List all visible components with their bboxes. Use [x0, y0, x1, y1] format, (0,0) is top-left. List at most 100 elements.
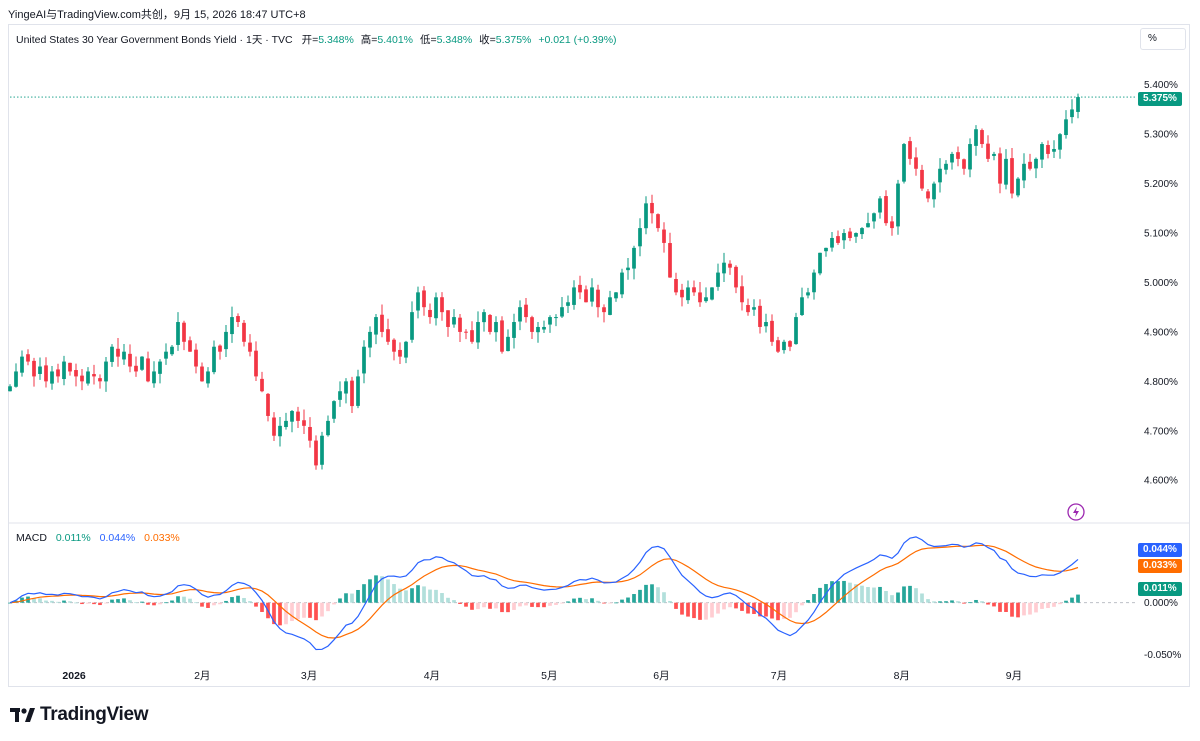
macd-histogram-bar — [1004, 602, 1008, 612]
candle-body — [602, 307, 606, 313]
macd-histogram-bar — [788, 602, 792, 618]
macd-histogram-bar — [86, 602, 90, 604]
price-axis-tick: 4.800% — [1144, 377, 1178, 388]
candle-body — [56, 369, 60, 377]
macd-histogram-bar — [440, 593, 444, 603]
candle-body — [74, 370, 78, 377]
macd-histogram-bar — [80, 602, 84, 605]
macd-histogram-bar — [644, 584, 648, 603]
time-axis-tick: 3月 — [301, 670, 317, 682]
macd-histogram-bar — [542, 602, 546, 608]
candle — [650, 194, 654, 224]
candle-body — [164, 351, 168, 359]
macd-histogram-bar — [404, 590, 408, 603]
macd-histogram-bar — [626, 597, 630, 603]
candle-body — [368, 331, 372, 348]
macd-histogram-bar — [704, 602, 708, 620]
macd-histogram-bar — [572, 598, 576, 603]
candle-body — [1058, 134, 1062, 150]
chart-frame[interactable] — [8, 24, 1190, 687]
macd-histogram-bar — [20, 597, 24, 603]
candle-body — [806, 292, 810, 296]
macd-histogram-bar — [350, 593, 354, 603]
candle-body — [32, 360, 36, 377]
candle-body — [842, 233, 846, 241]
macd-histogram-bar — [908, 585, 912, 603]
candle — [452, 309, 456, 328]
tradingview-branding[interactable]: TradingView — [10, 704, 149, 726]
macd-histogram-bar — [296, 602, 300, 620]
macd-histogram-bar — [1028, 602, 1032, 615]
candle-body — [938, 168, 942, 183]
candle — [320, 431, 324, 470]
candle-body — [158, 361, 162, 374]
macd-histogram-bar — [524, 602, 528, 606]
macd-line — [9, 536, 1079, 651]
macd-histogram-bar — [926, 599, 930, 603]
candle-body — [644, 203, 648, 229]
candle-body — [764, 322, 768, 327]
candle-body — [626, 267, 630, 271]
candle-body — [290, 411, 294, 422]
macd-histogram-bar — [710, 602, 714, 618]
candle-body — [698, 292, 702, 303]
macd-line-tag: 0.044% — [1138, 543, 1182, 557]
candle — [86, 367, 90, 386]
macd-histogram-bar — [950, 600, 954, 603]
percent-scale-button[interactable]: % — [1140, 28, 1186, 50]
candle-body — [26, 354, 30, 362]
candle — [944, 160, 948, 175]
candle — [512, 313, 516, 349]
macd-histogram-bar — [614, 602, 618, 604]
candle-body — [458, 317, 462, 332]
candle — [782, 339, 786, 354]
candle — [470, 321, 474, 344]
candle — [200, 362, 204, 382]
candle — [596, 284, 600, 318]
candle-body — [1016, 178, 1020, 196]
macd-histogram-bar — [506, 602, 510, 613]
candle — [236, 313, 240, 328]
macd-histogram-bar — [830, 581, 834, 603]
candle — [722, 252, 726, 282]
macd-histogram-bar — [674, 602, 678, 609]
candle — [446, 310, 450, 337]
macd-histogram-bar — [728, 602, 732, 608]
candle-body — [344, 381, 348, 394]
close-value: 5.375% — [495, 34, 532, 46]
candle — [272, 412, 276, 442]
candle — [410, 301, 414, 343]
macd-axis-tick: 0.000% — [1144, 598, 1178, 609]
macd-histogram-bar — [698, 602, 702, 620]
candle-body — [518, 307, 522, 322]
macd-histogram-bar — [662, 592, 666, 603]
macd-histogram-bar — [986, 602, 990, 605]
candle — [440, 292, 444, 321]
candle — [680, 283, 684, 307]
candle — [716, 263, 720, 291]
candle — [734, 265, 738, 294]
macd-histogram-bar — [878, 586, 882, 603]
candle-body — [986, 143, 990, 159]
candle — [134, 356, 138, 377]
macd-histogram-bar — [398, 588, 402, 603]
macd-histogram-bar — [848, 582, 852, 603]
candle-body — [92, 374, 96, 377]
candle-body — [944, 163, 948, 170]
macd-histogram-bar — [314, 602, 318, 621]
candle — [260, 371, 264, 393]
macd-histogram-bar — [1040, 602, 1044, 609]
macd-histogram-bar — [146, 602, 150, 605]
macd-histogram-bar — [1010, 602, 1014, 617]
macd-histogram-bar — [284, 602, 288, 625]
candle-body — [560, 307, 564, 317]
candle-body — [86, 371, 90, 384]
candle — [932, 181, 936, 208]
candle-body — [992, 153, 996, 156]
candle-body — [656, 214, 660, 229]
macd-histogram-bar — [254, 602, 258, 607]
candle-body — [740, 286, 744, 303]
candle — [248, 334, 252, 357]
lightning-icon[interactable] — [1067, 503, 1085, 521]
